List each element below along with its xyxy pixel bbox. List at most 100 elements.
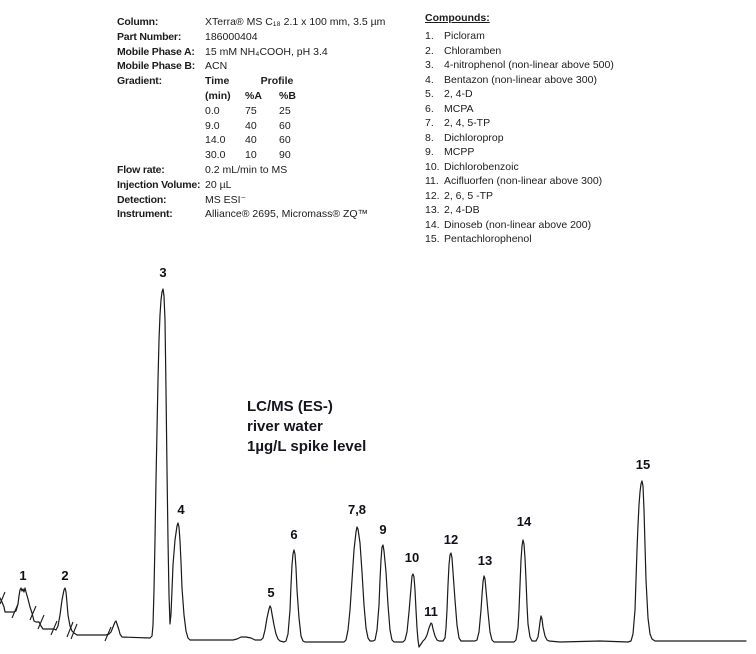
peak-label-4: 4	[177, 502, 185, 517]
method-label: Part Number:	[117, 30, 182, 43]
gradient-pct-b: 60	[279, 119, 291, 132]
gradient-pct-b: 25	[279, 104, 291, 117]
method-row-instrument: Instrument: Alliance® 2695, Micromass® Z…	[117, 207, 422, 222]
method-value: ACN	[205, 60, 228, 73]
peak-label-11: 11	[424, 604, 438, 619]
baseline-break-mark	[104, 626, 112, 642]
baseline-break-mark	[11, 603, 19, 619]
compound-item: 13. 2, 4-DB	[425, 203, 753, 218]
method-row-part-number: Part Number: 186000404	[117, 30, 422, 45]
method-value: 0.2 mL/min to MS	[205, 163, 288, 176]
peak-label-6: 6	[290, 527, 298, 542]
compound-name: Acifluorfen (non-linear above 300)	[444, 175, 603, 187]
baseline-break-mark	[0, 591, 6, 605]
chromatogram-trace	[0, 288, 747, 648]
chromatogram-annotation: LC/MS (ES-) river water 1µg/L spike level	[247, 397, 366, 457]
method-row-flow-rate: Flow rate: 0.2 mL/min to MS	[117, 163, 422, 178]
annotation-line: LC/MS (ES-)	[247, 398, 333, 415]
compound-name: Dichlorobenzoic	[444, 160, 519, 173]
compound-item: 2. Chloramben	[425, 44, 753, 59]
compound-name: Bentazon (non-linear above 300)	[444, 73, 597, 86]
peak-label-12: 12	[443, 532, 459, 547]
baseline-break-mark	[70, 623, 78, 640]
gradient-header-row-1: Time Profile	[205, 74, 309, 89]
compound-name: Picloram	[444, 30, 485, 42]
gradient-pct-b: 60	[279, 134, 291, 147]
method-value: XTerra® MS C₁₈ 2.1 x 100 mm, 3.5 µm	[205, 16, 386, 28]
peak-label-1: 1	[19, 568, 27, 583]
compound-number: 9.	[425, 146, 434, 158]
gradient-pct-a: 75	[245, 104, 257, 117]
gradient-header-min: (min)	[205, 89, 231, 102]
compound-number: 12.	[425, 189, 440, 202]
peak-label-7-8: 7,8	[347, 502, 367, 517]
compound-number: 4.	[425, 73, 434, 86]
compound-item: 1. Picloram	[425, 29, 753, 44]
gradient-time: 30.0	[205, 149, 226, 162]
compound-item: 9. MCPP	[425, 145, 753, 160]
gradient-header-pct-a: %A	[245, 89, 262, 102]
compound-number: 6.	[425, 102, 434, 115]
method-parameters: Column: XTerra® MS C₁₈ 2.1 x 100 mm, 3.5…	[117, 15, 422, 222]
gradient-pct-b: 90	[279, 149, 291, 162]
baseline-break-mark	[50, 620, 58, 636]
gradient-header-pct-b: %B	[279, 89, 296, 102]
method-value: 15 mM NH₄COOH, pH 3.4	[205, 45, 328, 58]
compound-number: 7.	[425, 117, 434, 129]
compound-number: 5.	[425, 88, 434, 100]
compounds-items: 1. Picloram 2. Chloramben 3. 4-nitrophenol (n…	[425, 29, 753, 247]
gradient-time: 14.0	[205, 134, 226, 147]
method-row-detection: Detection: MS ESI⁻	[117, 193, 422, 208]
compound-name: MCPA	[444, 102, 474, 115]
method-value: 186000404	[205, 30, 258, 43]
gradient-data-row: 30.0 10 90	[205, 148, 309, 163]
method-row-gradient: Gradient: Time Profile (min) %A %B 0.0 7…	[117, 74, 422, 163]
compound-item: 12. 2, 6, 5 -TP	[425, 189, 753, 204]
gradient-table: Time Profile (min) %A %B 0.0 75 25 9.0	[205, 74, 309, 163]
method-row-column: Column: XTerra® MS C₁₈ 2.1 x 100 mm, 3.5…	[117, 15, 422, 30]
gradient-time: 0.0	[205, 104, 220, 117]
compound-number: 13.	[425, 204, 440, 216]
method-label: Gradient:	[117, 75, 162, 88]
baseline-break-mark	[66, 621, 74, 638]
method-label: Injection Volume:	[117, 178, 201, 191]
peak-label-15: 15	[635, 457, 651, 472]
gradient-header-row-2: (min) %A %B	[205, 89, 309, 104]
gradient-data-row: 0.0 75 25	[205, 104, 309, 119]
compound-name: 2, 4-D	[444, 88, 473, 100]
peak-label-9: 9	[379, 522, 387, 537]
compound-name: 4-nitrophenol (non-linear above 500)	[444, 59, 614, 71]
peak-label-2: 2	[61, 568, 69, 583]
peak-label-3: 3	[159, 265, 167, 280]
gradient-data-row: 14.0 40 60	[205, 133, 309, 148]
method-value: Alliance® 2695, Micromass® ZQ™	[205, 208, 369, 221]
compound-item: 7. 2, 4, 5-TP	[425, 116, 753, 131]
method-label: Column:	[117, 16, 159, 28]
gradient-header-profile: Profile	[260, 75, 294, 88]
compound-item: 4. Bentazon (non-linear above 300)	[425, 73, 753, 88]
gradient-pct-a: 40	[245, 119, 257, 132]
baseline-break-mark	[37, 614, 45, 630]
gradient-time: 9.0	[205, 119, 220, 132]
compound-item: 10. Dichlorobenzoic	[425, 160, 753, 175]
method-label: Flow rate:	[117, 163, 165, 176]
compound-number: 2.	[425, 44, 434, 57]
compound-name: Dinoseb (non-linear above 200)	[444, 218, 592, 231]
compound-number: 8.	[425, 131, 434, 144]
compound-name: 2, 4, 5-TP	[444, 117, 491, 129]
peak-label-5: 5	[267, 585, 275, 600]
gradient-header-time: Time	[205, 75, 230, 88]
method-value: 20 µL	[205, 178, 232, 191]
gradient-pct-a: 10	[245, 149, 257, 162]
peak-label-14: 14	[516, 514, 532, 529]
compound-item: 3. 4-nitrophenol (non-linear above 500)	[425, 58, 753, 73]
gradient-pct-a: 40	[245, 134, 257, 147]
gradient-table-body: Time Profile (min) %A %B 0.0 75 25 9.0	[205, 74, 309, 163]
peak-label-10: 10	[404, 550, 420, 565]
compound-number: 10.	[425, 160, 440, 173]
method-label: Mobile Phase B:	[117, 60, 196, 73]
method-label: Instrument:	[117, 208, 173, 221]
compound-name: 2, 4-DB	[444, 204, 480, 216]
